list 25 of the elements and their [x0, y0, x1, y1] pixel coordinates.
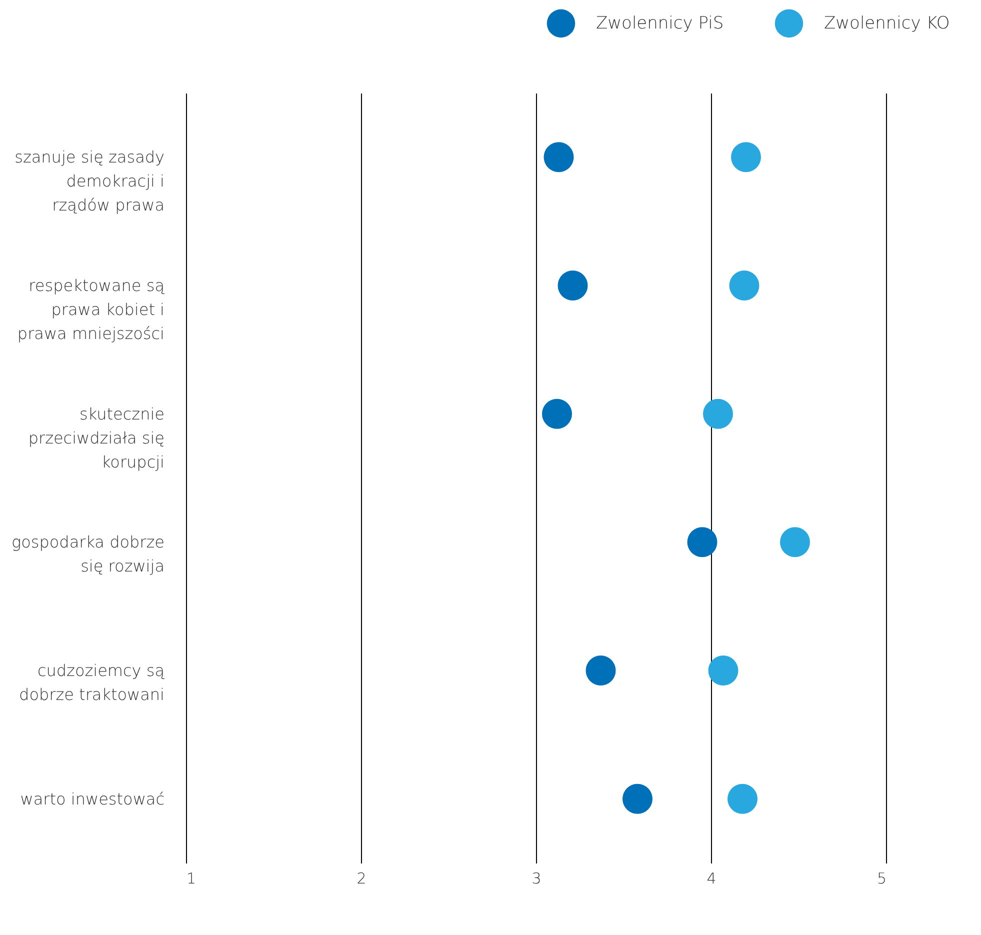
x-tick-label: 5 [876, 870, 886, 888]
point [731, 142, 761, 172]
point [729, 270, 760, 300]
x-tick-label: 3 [532, 870, 542, 888]
y-tick-label: szanuje się zasady demokracji i rządów prawa [14, 148, 164, 215]
legend-label: Zwolennicy KO [824, 13, 950, 34]
point [622, 784, 652, 814]
x-tick-label: 2 [356, 870, 366, 888]
point [544, 142, 574, 172]
point [703, 398, 733, 429]
point [728, 784, 758, 814]
legend-label: Zwolennicy PiS [596, 13, 724, 34]
x-tick-label: 4 [706, 870, 716, 888]
point [780, 527, 810, 558]
y-tick-label: skutecznie przeciwdziała się korupcji [28, 404, 164, 472]
y-tick-label: cudzoziemcy są dobrze traktowani [19, 661, 165, 704]
point [558, 270, 588, 300]
x-tick-label: 1 [186, 870, 196, 888]
point [586, 656, 616, 686]
y-tick-label: respektowane są prawa kobiet i prawa mniejszości [17, 276, 165, 343]
point [687, 527, 718, 558]
point [542, 398, 572, 429]
y-tick-label: gospodarka dobrze się rozwija [11, 532, 164, 576]
point [708, 656, 738, 686]
y-tick-label: warto inwestować [20, 789, 164, 808]
